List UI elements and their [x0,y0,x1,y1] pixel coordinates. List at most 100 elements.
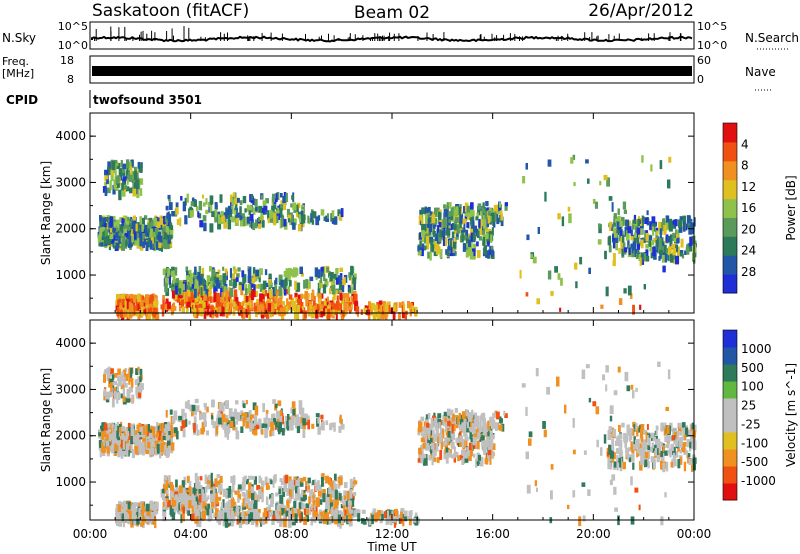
echo-cell [106,235,111,245]
echo-cell [278,208,283,218]
colorbar-segment [723,123,737,143]
echo-cell [137,430,142,435]
echo-cell [328,486,332,495]
echo-cell [218,302,221,310]
echo-cell [609,221,612,232]
echo-cell [145,229,150,237]
echo-cell [296,425,301,434]
echo-cell [442,230,446,237]
echo-cell [637,218,640,227]
echo-cell [283,270,288,277]
echo-cell [363,307,368,314]
echo-cell [332,278,336,286]
echo-cell [421,444,424,454]
echo-cell [271,516,275,525]
echo-cell [253,284,256,291]
echo-cell [162,295,165,305]
echo-cell [380,311,384,320]
echo-cell [109,180,112,191]
echo-cell [123,500,127,506]
echo-cell [183,476,187,485]
echo-cell [132,504,136,509]
echo-cell [187,295,192,304]
echo-cell [254,405,259,416]
echo-cell [188,500,192,509]
echo-cell [103,238,107,247]
echo-cell [141,307,144,317]
echo-cell [156,221,161,228]
echo-cell [659,252,663,259]
echo-cell [434,233,439,242]
echo-cell [217,269,221,274]
echo-cell [152,448,155,456]
echo-cell [354,300,359,310]
echo-cell [135,179,139,189]
echo-cell [189,207,194,212]
echo-cell [149,294,153,304]
echo-cells [97,154,697,322]
echo-cell [292,513,296,518]
echo-cell [161,422,164,433]
echo-cell [272,305,275,313]
echo-cell [244,274,247,283]
echo-cell [683,221,686,232]
echo-cell [124,515,128,521]
echo-cell [525,292,529,297]
echo-cell [348,505,352,513]
echo-cell [339,267,344,272]
echo-cell [283,192,287,201]
echo-cell [442,236,445,246]
echo-cell [490,444,493,451]
echo-cell [349,478,353,489]
echo-cell [493,219,496,228]
echo-cell [311,219,315,225]
echo-cell [337,483,341,489]
echo-cell [215,492,218,502]
echo-cell [143,425,146,435]
echo-cell [283,306,286,316]
echo-cell [337,275,341,284]
echo-cell [331,285,336,295]
echo-cell [623,209,627,214]
echo-cell [335,309,338,314]
echo-cell [107,187,111,194]
echo-cell [445,436,448,445]
echo-cell [178,288,182,295]
echo-cell [240,305,244,313]
echo-cell [308,510,312,515]
echo-cell [188,486,192,496]
echo-cell [312,492,315,499]
echo-cell [432,429,435,438]
echo-cell [239,200,243,206]
echo-cell [139,224,143,235]
echo-cell [325,308,328,317]
echo-cell [525,163,528,170]
echo-cell [288,476,292,483]
echo-cell [675,244,678,253]
echo-cell [130,159,134,168]
echo-cell [346,490,350,500]
echo-cell [242,277,246,285]
echo-cell [630,293,633,299]
echo-cell [310,311,315,319]
echo-cell [267,309,271,315]
y-tick-label: 1000 [55,268,86,282]
cpid-value: twofsound 3501 [93,93,202,107]
echo-cell [164,484,168,493]
echo-cell [321,473,325,481]
echo-cell [121,435,126,440]
colorbar-segment [723,217,737,237]
echo-cell [477,422,480,429]
echo-cell [453,224,457,231]
echo-cell [147,429,151,436]
echo-cell [304,413,308,419]
echo-cell [300,210,304,217]
echo-cell [191,513,195,522]
echo-cell [265,423,269,430]
echo-cell [178,305,182,312]
echo-cell [249,284,253,294]
echo-cell [469,429,472,440]
echo-cell [340,423,345,430]
echo-cell [476,241,479,247]
echo-cell [431,244,435,252]
